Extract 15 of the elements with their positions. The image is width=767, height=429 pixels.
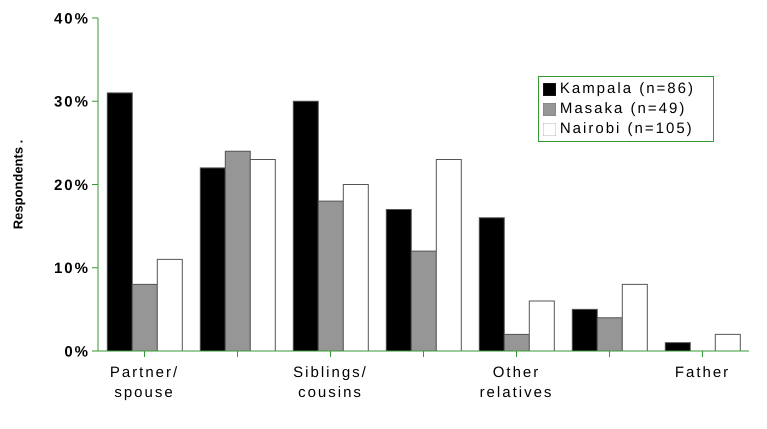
x-tick-label: Father (674, 364, 730, 381)
legend-label: Nairobi (n=105) (560, 120, 694, 137)
y-tick-label: 0% (64, 343, 90, 360)
x-tick-label: Other relatives (480, 364, 554, 401)
bar (714, 334, 741, 351)
y-tick-label: 30% (54, 94, 90, 111)
y-tick-label: 40% (54, 10, 90, 28)
y-axis-title: Respondents . (10, 140, 26, 230)
y-tick-label: 20% (54, 176, 90, 194)
bar (664, 342, 691, 351)
y-tick-label: 10% (54, 260, 90, 278)
legend-label: Masaka (n=49) (560, 100, 686, 117)
x-tick-label: Siblings/ cousins (293, 364, 368, 401)
x-tick-label: Partner/ spouse (110, 364, 180, 401)
legend-label: Kampala (n=86) (560, 80, 695, 97)
